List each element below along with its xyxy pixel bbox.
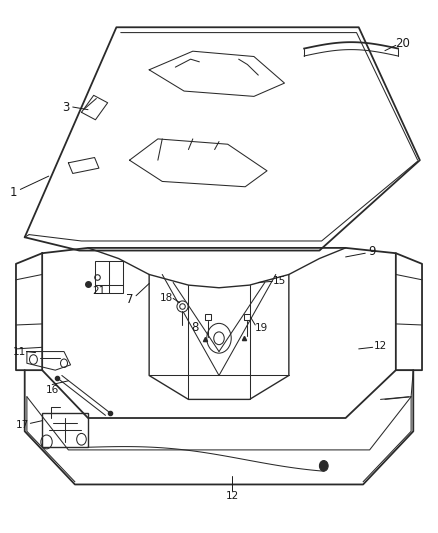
Text: 8: 8 — [191, 321, 199, 334]
Text: 1: 1 — [10, 185, 18, 199]
Text: 11: 11 — [12, 346, 26, 357]
Text: 18: 18 — [160, 293, 173, 303]
Text: 19: 19 — [255, 322, 268, 333]
Text: 16: 16 — [46, 385, 59, 395]
Text: 12: 12 — [226, 491, 239, 501]
Circle shape — [319, 461, 328, 471]
Text: 20: 20 — [395, 37, 410, 50]
Text: 9: 9 — [368, 245, 375, 258]
Bar — [95, 261, 123, 293]
Text: 15: 15 — [272, 277, 286, 286]
Text: 3: 3 — [63, 101, 70, 114]
Text: 12: 12 — [374, 341, 387, 351]
Text: 21: 21 — [92, 286, 106, 296]
Text: 17: 17 — [16, 420, 29, 430]
Text: 7: 7 — [126, 293, 133, 306]
Bar — [42, 413, 88, 447]
